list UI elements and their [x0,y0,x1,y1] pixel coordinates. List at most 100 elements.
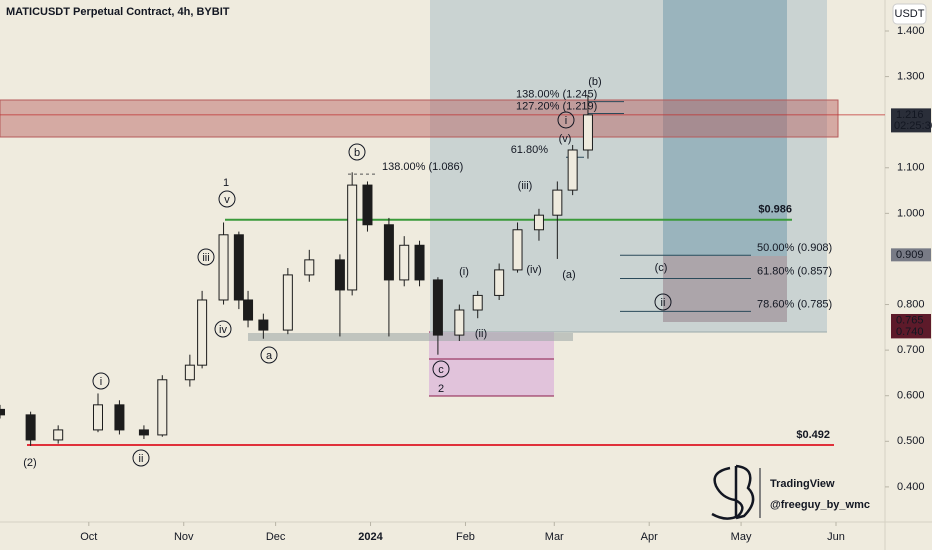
candle-body [399,244,410,281]
y-tick-label: 0.400 [897,481,925,493]
candle-body [347,184,358,291]
candle-body [0,408,5,416]
y-tick-label: 1.400 [897,25,925,37]
wave-label: ii [139,453,144,465]
level-label: $0.986 [758,204,792,216]
price-tag [891,108,931,133]
x-tick-label: May [731,531,752,543]
candle-body [197,299,208,366]
candle-body [494,269,505,296]
candle-body [334,259,345,291]
fib-label: 127.20% (1.219) [516,100,597,112]
wave-circle [557,111,575,129]
candle-body [282,274,293,331]
wave-label: 1 [223,177,229,189]
wave-circle [348,143,366,161]
wave-label: (ii) [475,328,487,340]
wave-label: (a) [562,269,575,281]
candle-body [533,214,544,231]
level-label: $0.492 [796,429,830,441]
price-tag [891,325,931,339]
wave-label: iv [219,324,227,336]
wave-circle [92,372,110,390]
candle-body [414,244,425,281]
wave-circle [218,190,236,208]
y-tick-label: 0.800 [897,298,925,310]
watermark-brand: TradingView [770,478,835,490]
fib-label: 50.00% (0.908) [757,242,832,254]
y-tick-label: 1.100 [897,162,925,174]
y-tick-label: 0.500 [897,435,925,447]
candle-body [233,234,244,301]
candle-body [218,234,229,301]
wave-label: (2) [23,457,36,469]
fib-label: 138.00% (1.086) [382,161,463,173]
y-tick-label: 1.000 [897,207,925,219]
resistance-zone [0,99,839,138]
y-tick-label: 1.300 [897,70,925,82]
currency: USDT [895,8,925,20]
currency-box[interactable] [892,3,927,25]
candle-body [184,364,195,381]
range-band [248,333,573,341]
x-tick-label: Jun [827,531,845,543]
wave-circle [214,320,232,338]
candle-body [454,309,465,336]
fib-label: 138.00% (1.245) [516,89,597,101]
wave-label: i [100,376,102,388]
wave-label: i [565,115,567,127]
watermark-author: @freeguy_by_wmc [770,499,870,511]
price-tag-label: 0.909 [896,249,924,261]
candle-body [138,429,149,436]
candle-body [53,429,64,441]
wave-circle [132,449,150,467]
y-tick-label: 0.600 [897,390,925,402]
candle-body [512,229,523,271]
candle-body [114,404,125,431]
x-tick-label: Apr [641,531,658,543]
candle-body [552,189,563,216]
wave-label: (b) [588,76,601,88]
y-tick-label: 0.700 [897,344,925,356]
support-box [429,332,554,396]
wave-label: (v) [559,133,572,145]
wave-label: a [266,350,273,362]
x-tick-label: Oct [80,531,97,543]
wave-circle [260,346,278,364]
wave-label: 2 [438,383,444,395]
price-tag-time: 02:25:30 [894,120,932,132]
price-tag [891,313,931,327]
candle-body [567,149,578,191]
wave-label: iii [202,252,209,264]
candle-body [304,259,315,276]
candle-body [472,294,483,311]
price-tag-label: 0.740 [896,326,924,338]
candle-body [92,404,103,431]
wave-label: ii [661,297,666,309]
wave-circle [432,360,450,378]
chart-title: MATICUSDT Perpetual Contract, 4h, BYBIT [6,6,230,18]
fib-label: 61.80% (0.857) [757,265,832,277]
fib-label: 61.80% [511,144,549,156]
candle-body [582,114,593,151]
wave-label: b [354,147,360,159]
candle-body [383,224,394,281]
watermark-logo [711,464,755,520]
candle-body [243,299,254,321]
wave-label: (iv) [526,264,541,276]
candle-body [25,414,36,441]
wave-circle [197,248,215,266]
wave-label: (iii) [518,180,533,192]
wave-label: v [224,194,230,206]
candle-body [157,379,168,436]
candle-body [432,279,443,336]
wave-circle [654,293,672,311]
price-tag-label: 1.216 [896,109,924,121]
price-tag-label: 0.765 [896,314,924,326]
wave-label: (i) [459,266,469,278]
x-tick-label: Feb [456,531,475,543]
x-tick-label: Dec [266,531,286,543]
target-box [663,0,787,322]
